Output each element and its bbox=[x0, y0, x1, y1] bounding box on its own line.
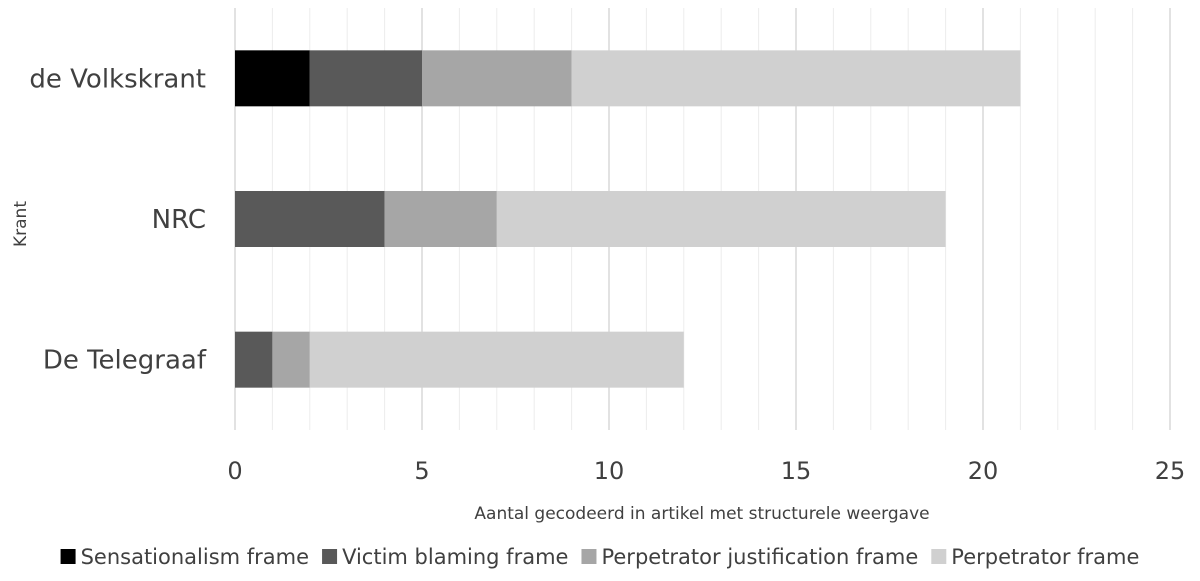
legend-swatch bbox=[931, 549, 947, 564]
legend-item: Sensationalism frame bbox=[60, 545, 309, 569]
bars bbox=[235, 50, 1021, 388]
bar-segment bbox=[235, 191, 385, 247]
legend-item: Perpetrator justification frame bbox=[581, 545, 918, 569]
category-label: NRC bbox=[152, 205, 206, 235]
category-label: De Telegraaf bbox=[43, 346, 207, 376]
legend-swatch bbox=[581, 549, 597, 564]
bar-segment bbox=[309, 331, 684, 388]
bar-segment bbox=[384, 191, 497, 247]
legend-item: Victim blaming frame bbox=[322, 545, 568, 569]
legend-label: Sensationalism frame bbox=[81, 545, 309, 569]
x-tick-label: 20 bbox=[968, 457, 999, 485]
bar-segment bbox=[235, 331, 273, 388]
bar-segment bbox=[272, 331, 310, 388]
category-label: de Volkskrant bbox=[29, 64, 206, 94]
legend-item: Perpetrator frame bbox=[931, 545, 1139, 569]
x-tick-label: 15 bbox=[781, 457, 812, 485]
category-labels: de Volkskrant NRC De Telegraaf bbox=[29, 64, 206, 375]
legend-label: Victim blaming frame bbox=[342, 545, 568, 569]
x-tick-label: 0 bbox=[227, 457, 242, 485]
bar-segment bbox=[309, 50, 422, 107]
legend-swatch bbox=[322, 549, 338, 564]
x-tick-label: 25 bbox=[1155, 457, 1186, 485]
x-axis-title: Aantal gecodeerd in artikel met structur… bbox=[474, 504, 929, 524]
bar-segment bbox=[235, 50, 310, 107]
bar-segment bbox=[496, 191, 946, 247]
legend-swatch bbox=[60, 549, 76, 564]
legend-label: Perpetrator justification frame bbox=[601, 545, 918, 569]
legend-label: Perpetrator frame bbox=[951, 545, 1139, 569]
bar-segment bbox=[422, 50, 572, 107]
x-tick-label: 10 bbox=[594, 457, 625, 485]
legend: Sensationalism frame Victim blaming frame… bbox=[60, 545, 1139, 569]
y-axis-title: Krant bbox=[11, 201, 31, 247]
x-tick-labels: 0 5 10 15 20 25 bbox=[227, 457, 1185, 485]
bar-segment bbox=[571, 50, 1021, 107]
x-tick-label: 5 bbox=[414, 457, 429, 485]
